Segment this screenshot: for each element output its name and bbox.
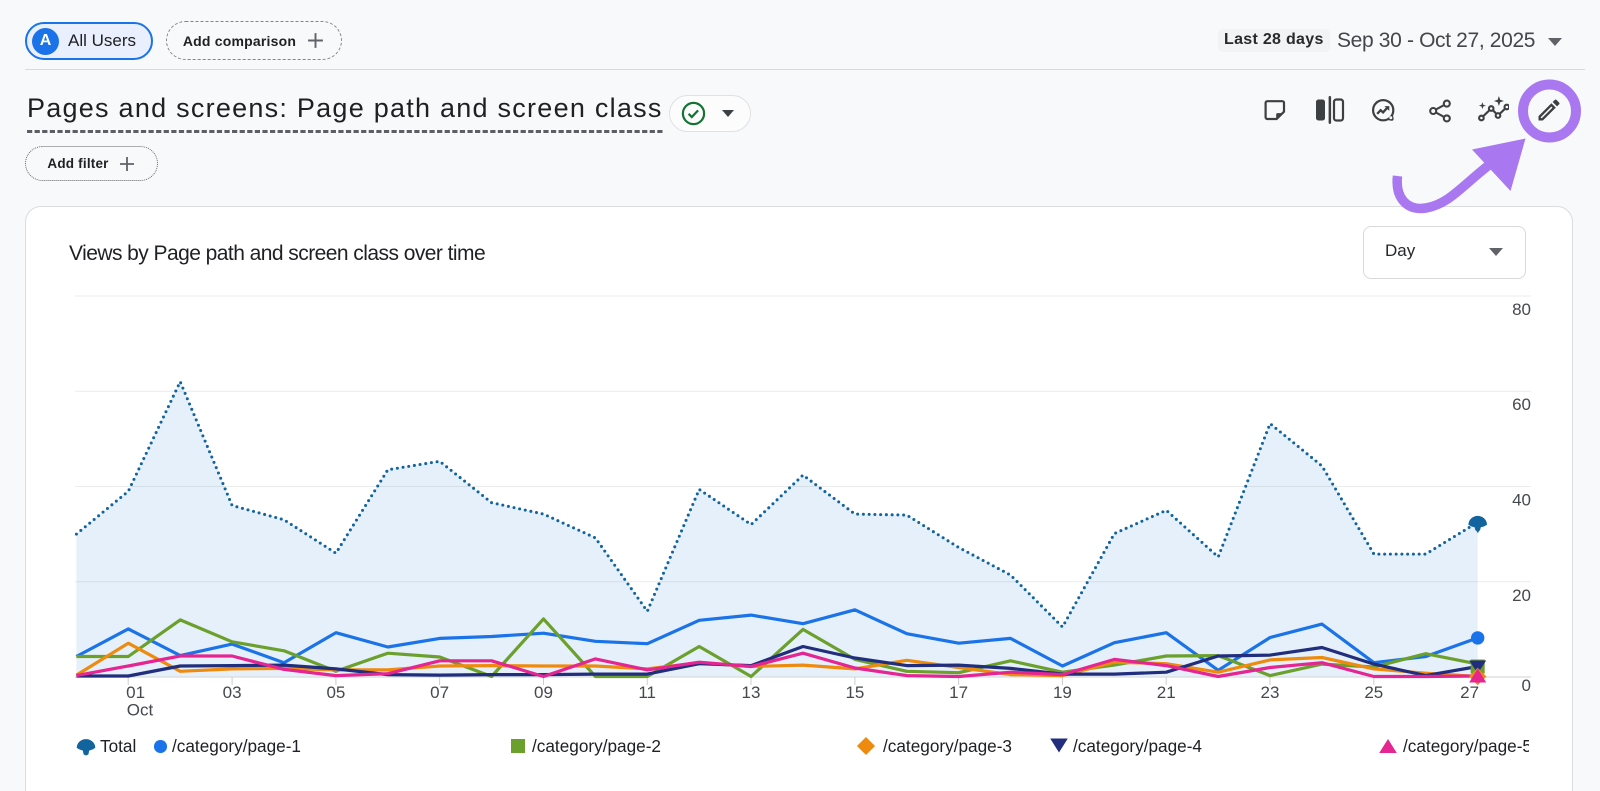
svg-text:11: 11 (638, 683, 656, 702)
svg-text:25: 25 (1364, 683, 1383, 702)
svg-text:03: 03 (223, 683, 242, 702)
svg-text:60: 60 (1512, 395, 1531, 414)
svg-text:15: 15 (845, 683, 864, 702)
svg-text:40: 40 (1512, 491, 1531, 510)
svg-text:27: 27 (1460, 683, 1479, 702)
svg-text:09: 09 (534, 683, 553, 702)
svg-text:20: 20 (1512, 586, 1531, 605)
svg-text:21: 21 (1157, 683, 1176, 702)
svg-text:05: 05 (326, 683, 345, 702)
svg-text:19: 19 (1053, 683, 1072, 702)
svg-text:Oct: Oct (127, 701, 154, 720)
svg-text:23: 23 (1261, 683, 1280, 702)
svg-text:80: 80 (1512, 300, 1531, 319)
svg-text:17: 17 (949, 683, 968, 702)
svg-text:13: 13 (742, 683, 761, 702)
svg-text:01: 01 (126, 683, 145, 702)
svg-text:0: 0 (1522, 676, 1531, 695)
svg-text:07: 07 (430, 683, 449, 702)
